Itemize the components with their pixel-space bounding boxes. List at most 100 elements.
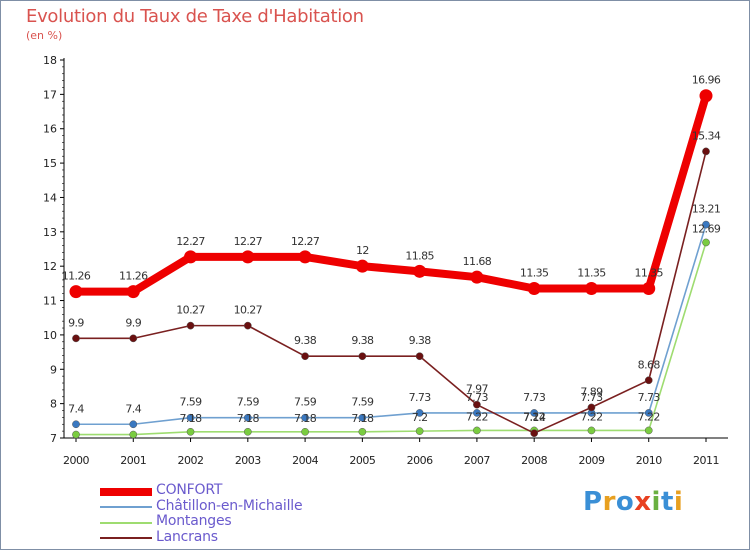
- data-point: [129, 334, 138, 343]
- x-tick-label: 2010: [636, 454, 662, 467]
- data-label: 9.38: [409, 334, 432, 347]
- data-label: 9.38: [294, 334, 317, 347]
- data-point: [473, 400, 481, 409]
- data-label: 7.18: [294, 412, 317, 425]
- data-point: [72, 430, 80, 439]
- data-label: 7.22: [580, 410, 602, 423]
- y-tick-label: 8: [50, 398, 57, 411]
- legend-label: Châtillon-en-Michaille: [156, 497, 303, 514]
- data-label: 11.35: [577, 267, 606, 280]
- data-point: [72, 334, 80, 343]
- data-label: 10.27: [234, 304, 263, 317]
- data-label: 11.68: [463, 255, 492, 268]
- x-tick-label: 2006: [407, 454, 433, 467]
- y-tick-label: 17: [43, 88, 57, 101]
- legend-item: Lancrans: [100, 528, 400, 547]
- x-tick-label: 2005: [349, 454, 375, 467]
- data-point: [358, 413, 367, 422]
- data-point: [243, 321, 252, 330]
- data-point: [358, 352, 367, 361]
- data-point: [186, 321, 195, 330]
- x-tick-label: 2001: [120, 454, 146, 467]
- data-point: [584, 282, 598, 296]
- data-label: 7.73: [409, 391, 432, 404]
- data-point: [473, 409, 481, 417]
- unit-label: (en %): [26, 29, 63, 42]
- data-label: 7.4: [125, 402, 141, 415]
- data-point: [243, 413, 252, 422]
- data-point: [129, 430, 138, 439]
- y-tick-label: 15: [43, 157, 57, 170]
- y-tick-label: 9: [50, 363, 57, 376]
- data-label: 7.59: [237, 396, 260, 409]
- data-point: [184, 250, 198, 264]
- data-label: 7.73: [466, 391, 489, 404]
- data-label: 7.59: [179, 396, 202, 409]
- data-point: [243, 427, 252, 436]
- logo-letter: o: [615, 487, 635, 517]
- data-point: [644, 409, 653, 417]
- data-label: 9.9: [68, 316, 84, 329]
- data-label: 7.73: [638, 391, 661, 404]
- data-point: [72, 420, 80, 429]
- data-point: [702, 220, 710, 229]
- legend-item: Montanges: [100, 513, 400, 531]
- legend-label: Lancrans: [156, 528, 218, 545]
- data-label: 10.27: [176, 304, 205, 317]
- legend-label: CONFORT: [156, 482, 223, 498]
- x-tick-label: 2002: [178, 454, 204, 467]
- legend-swatch: [100, 506, 152, 509]
- data-label: 15.34: [692, 129, 721, 142]
- data-point: [527, 282, 541, 296]
- data-point: [644, 376, 653, 385]
- logo-letter: r: [602, 487, 616, 517]
- data-label: 7.59: [294, 396, 317, 409]
- legend-swatch: [100, 487, 152, 496]
- data-label: 7.14: [523, 411, 546, 424]
- data-label: 8.68: [638, 358, 661, 371]
- data-point: [642, 282, 656, 296]
- series-line-3: [75, 150, 707, 434]
- logo-letter: t: [660, 487, 674, 517]
- logo-letter: P: [583, 487, 603, 517]
- data-point: [470, 270, 484, 284]
- y-tick-label: 7: [50, 432, 57, 445]
- data-label: 11.26: [119, 270, 148, 283]
- data-label: 7.18: [237, 412, 260, 425]
- y-tick-label: 10: [43, 329, 57, 342]
- data-label: 11.35: [634, 267, 663, 280]
- y-tick-label: 16: [43, 123, 57, 136]
- data-point: [415, 409, 424, 417]
- data-label: 12.27: [234, 235, 263, 248]
- legend: CONFORT Châtillon-en-Michaille Montanges La…: [100, 482, 400, 547]
- y-tick-label: 12: [43, 260, 57, 273]
- legend-label: Montanges: [156, 513, 232, 529]
- data-label: 11.85: [405, 249, 434, 262]
- x-tick-label: 2004: [292, 454, 318, 467]
- data-point: [699, 89, 713, 103]
- data-label: 7.18: [179, 412, 202, 425]
- data-label: 7.73: [523, 391, 546, 404]
- data-label: 16.96: [692, 74, 721, 87]
- data-point: [186, 427, 195, 436]
- data-label: 9.9: [125, 316, 141, 329]
- data-label: 7.22: [466, 410, 488, 423]
- x-tick-label: 2000: [63, 454, 89, 467]
- data-label: 7.22: [523, 410, 545, 423]
- data-label: 7.22: [638, 410, 660, 423]
- data-label: 7.89: [580, 385, 603, 398]
- y-tick-label: 11: [43, 295, 57, 308]
- logo-letter: i: [673, 487, 684, 517]
- series-line-2: [75, 241, 707, 436]
- data-label: 7.97: [466, 383, 489, 396]
- data-point: [587, 426, 596, 435]
- data-label: 9.38: [351, 334, 374, 347]
- x-tick-label: 2003: [235, 454, 261, 467]
- proxiti-logo: Proxiti: [583, 487, 683, 517]
- data-label: 7.2: [412, 411, 428, 424]
- data-point: [301, 413, 309, 422]
- data-point: [129, 420, 138, 429]
- data-point: [301, 427, 309, 436]
- data-point: [702, 238, 710, 247]
- x-tick-label: 2011: [693, 454, 719, 467]
